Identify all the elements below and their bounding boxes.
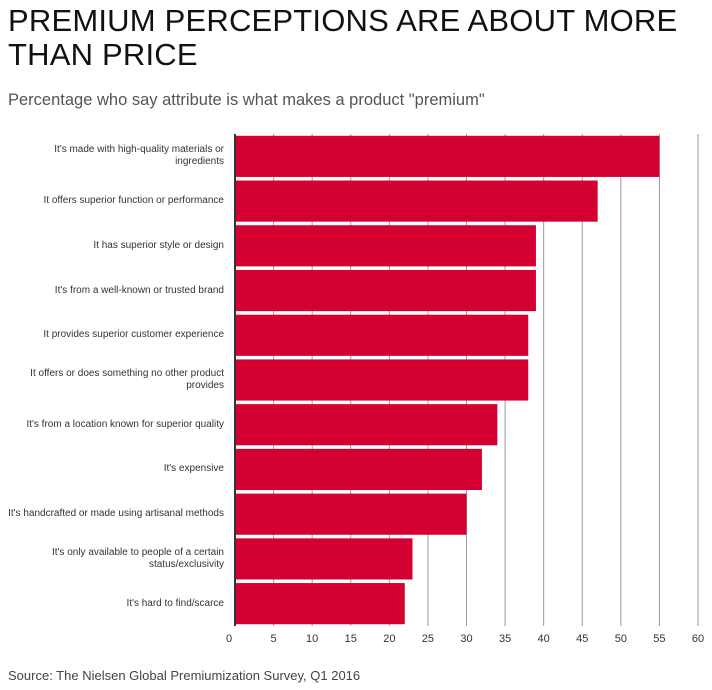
x-tick-label: 45 [576, 633, 588, 645]
x-tick-label: 5 [271, 633, 277, 645]
bar [235, 225, 536, 267]
x-tick-label: 55 [653, 633, 665, 645]
x-tick-label: 15 [345, 633, 357, 645]
bar [235, 269, 536, 312]
x-tick-label: 40 [538, 633, 550, 645]
bar [235, 493, 467, 535]
chart-subtitle: Percentage who say attribute is what mak… [8, 91, 485, 109]
bar [235, 583, 405, 625]
bar [235, 314, 529, 356]
category-label: It's from a location known for superior … [26, 418, 224, 430]
x-tick-label: 25 [422, 633, 434, 645]
x-tick-label: 0 [226, 633, 232, 645]
category-label: It offers superior function or performan… [43, 195, 224, 207]
x-tick-label: 20 [383, 633, 395, 645]
bar [235, 180, 598, 222]
x-tick-label: 50 [615, 633, 627, 645]
category-label: It's expensive [163, 463, 224, 475]
x-tick-label: 30 [460, 633, 472, 645]
bar [235, 404, 498, 446]
x-tick-label: 35 [499, 633, 511, 645]
category-label: It's from a well-known or trusted brand [54, 284, 224, 296]
x-tick-label: 60 [692, 633, 704, 645]
category-label: It provides superior customer experience [43, 329, 224, 341]
category-label: It's only available to people of a certa… [51, 546, 224, 570]
x-tick-label: 10 [306, 633, 318, 645]
category-label: It's handcrafted or made using artisanal… [8, 508, 224, 520]
chart-title: PREMIUM PERCEPTIONS ARE ABOUT MORE THAN … [8, 3, 678, 72]
bar [235, 359, 529, 401]
chart-source: Source: The Nielsen Global Premiumizatio… [8, 668, 361, 683]
bar [235, 538, 413, 580]
category-label: It's made with high-quality materials or… [54, 144, 224, 168]
category-label: It offers or does something no other pro… [30, 368, 224, 391]
bar [235, 135, 660, 177]
category-label: It's hard to find/scarce [126, 597, 224, 609]
bar [235, 448, 482, 491]
category-label: It has superior style or design [93, 239, 224, 251]
